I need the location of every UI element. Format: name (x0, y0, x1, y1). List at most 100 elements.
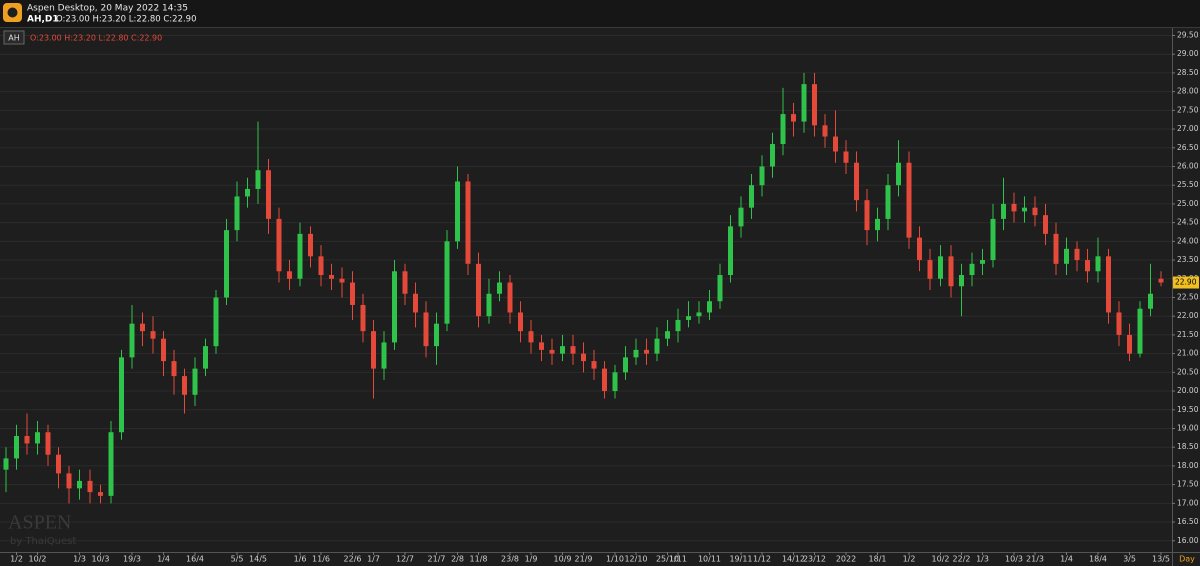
y-tick-label: 29.00 (1177, 49, 1199, 58)
candle-body (780, 114, 786, 145)
watermark-sub: by ThaiQuest (10, 536, 76, 547)
candle-body (570, 346, 576, 354)
candle-body (896, 162, 901, 186)
x-tick-label: 13/5 (1152, 555, 1170, 564)
candle-body (665, 331, 670, 339)
y-tick-label: 28.00 (1177, 87, 1199, 96)
window-title: Aspen Desktop, 20 May 2022 14:35 (27, 4, 188, 14)
candle-body (66, 473, 72, 489)
candle-body (812, 84, 817, 126)
candle-body (77, 480, 82, 489)
candle-body (45, 432, 51, 455)
candle-body (24, 435, 30, 444)
candle-body (581, 353, 586, 362)
x-tick-label: 1/6 (294, 555, 307, 564)
candle-body (654, 338, 660, 354)
y-tick-label: 19.00 (1177, 423, 1199, 432)
y-tick-label: 24.50 (1177, 218, 1199, 227)
x-tick-label: 23/8 (501, 555, 519, 564)
candle-body (402, 271, 408, 294)
candle-body (1158, 278, 1164, 283)
candle-body (1116, 312, 1122, 335)
x-tick-label: 19/3 (123, 555, 141, 564)
period: Day (1179, 555, 1195, 564)
candle-body (245, 188, 250, 197)
candle-body (1064, 248, 1069, 264)
x-tick-label: 18/1 (869, 555, 887, 564)
candle-body (108, 432, 114, 496)
y-tick-label: 18.50 (1177, 442, 1199, 451)
x-tick-label: 23/12 (803, 555, 826, 564)
candle-body (182, 376, 187, 395)
window-ohlc: O:23.00 H:23.20 L:22.80 C:22.90 (56, 15, 197, 25)
candle-body (140, 323, 145, 332)
x-tick-label: 21/7 (428, 555, 446, 564)
y-tick-label: 24.00 (1177, 236, 1199, 245)
x-tick-label: 2022 (836, 555, 856, 564)
candle-body (591, 361, 597, 369)
x-tick-label: 18/4 (1089, 555, 1107, 564)
x-tick-label: 1/3 (976, 555, 989, 564)
candle-body (675, 319, 681, 332)
y-tick-label: 20.00 (1177, 386, 1199, 395)
x-tick-label: 10/2 (932, 555, 950, 564)
candle-body (371, 331, 376, 369)
symbol: AH,D1 (27, 15, 59, 25)
candle-body (1106, 256, 1111, 313)
candle-body (539, 342, 544, 350)
candle-body (381, 342, 387, 369)
y-tick-label: 20.50 (1177, 367, 1199, 376)
x-tick-label: 1/2 (903, 555, 916, 564)
x-tick-label: 1/4 (157, 555, 170, 564)
x-tick-label: 1/10 (606, 555, 624, 564)
candle-body (497, 282, 502, 294)
x-tick-label: 10/9 (554, 555, 572, 564)
candle-body (392, 271, 397, 343)
x-tick-label: 14/12 (782, 555, 805, 564)
x-tick-label: 22/6 (344, 555, 362, 564)
candle-body (801, 84, 807, 122)
candle-body (738, 207, 744, 227)
y-tick-label: 22.00 (1177, 311, 1199, 320)
candle-body (413, 293, 418, 313)
y-tick-label: 27.00 (1177, 124, 1199, 133)
candle-body (3, 458, 9, 470)
y-tick-label: 29.50 (1177, 30, 1199, 39)
candle-body (98, 492, 103, 496)
candle-body (518, 312, 523, 332)
x-tick-label: 1/12 (753, 555, 771, 564)
candle-body (87, 480, 93, 493)
candle-body (686, 316, 691, 320)
candle-body (203, 346, 208, 369)
candle-body (1053, 233, 1059, 264)
candle-body (444, 241, 450, 324)
x-tick-label: 3/5 (1123, 555, 1136, 564)
candle-body (1137, 308, 1143, 354)
candle-body (1032, 207, 1038, 216)
candle-body (990, 218, 996, 261)
x-tick-label: 1/3 (73, 555, 86, 564)
candle-body (822, 125, 828, 137)
candle-body (612, 372, 618, 392)
candle-body (465, 181, 471, 264)
candle-body (696, 312, 702, 317)
candle-body (14, 435, 19, 459)
candle-body (224, 230, 229, 298)
candle-body (234, 196, 240, 231)
tag-box (3, 30, 25, 45)
y-tick-label: 21.00 (1177, 349, 1199, 358)
y-tick-label: 23.50 (1177, 255, 1199, 264)
x-tick-label: 10/3 (92, 555, 110, 564)
x-tick-label: 1/2 (10, 555, 23, 564)
candle-body (969, 263, 975, 276)
candle-body (980, 260, 985, 264)
candle-body (759, 166, 765, 186)
candle-body (276, 218, 282, 272)
candle-body (948, 256, 954, 287)
candle-body (602, 368, 607, 392)
candle-body (255, 170, 261, 189)
y-tick-label: 26.50 (1177, 143, 1199, 152)
candle-body (1095, 256, 1101, 272)
y-tick-label: 25.50 (1177, 180, 1199, 189)
